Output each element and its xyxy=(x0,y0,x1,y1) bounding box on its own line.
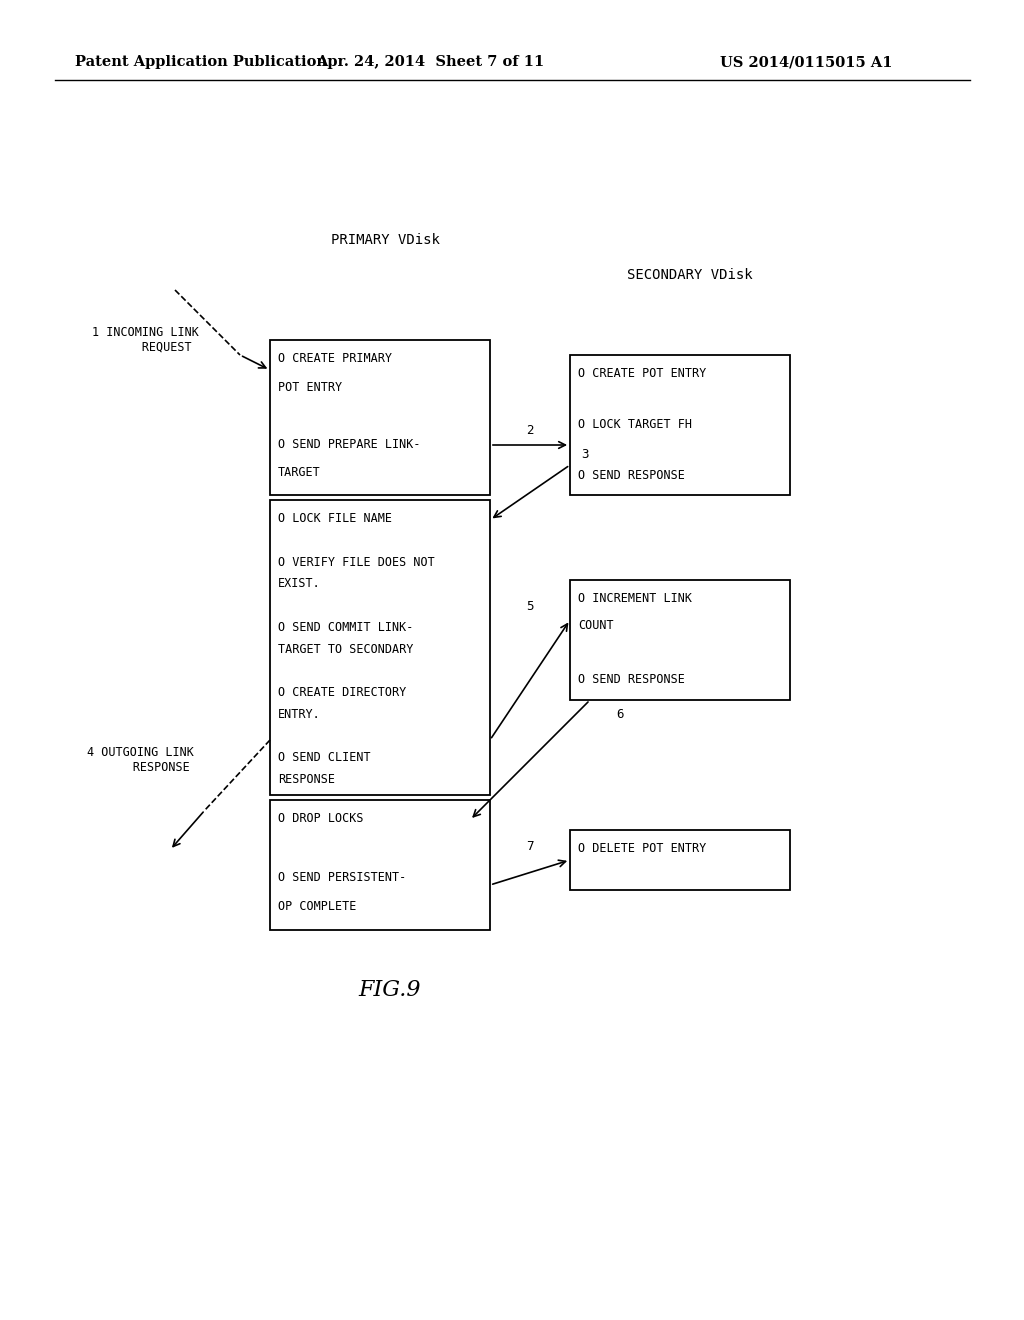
Text: O DROP LOCKS: O DROP LOCKS xyxy=(278,812,364,825)
Text: O CREATE DIRECTORY: O CREATE DIRECTORY xyxy=(278,686,407,700)
Text: EXIST.: EXIST. xyxy=(278,577,321,590)
Text: O LOCK FILE NAME: O LOCK FILE NAME xyxy=(278,512,392,525)
Text: FIG.9: FIG.9 xyxy=(358,979,421,1001)
Text: US 2014/0115015 A1: US 2014/0115015 A1 xyxy=(720,55,893,69)
Text: TARGET: TARGET xyxy=(278,466,321,479)
Text: PRIMARY VDisk: PRIMARY VDisk xyxy=(331,234,439,247)
Text: O SEND PERSISTENT-: O SEND PERSISTENT- xyxy=(278,871,407,884)
Text: O SEND PREPARE LINK-: O SEND PREPARE LINK- xyxy=(278,438,421,451)
Text: POT ENTRY: POT ENTRY xyxy=(278,380,342,393)
Text: COUNT: COUNT xyxy=(578,619,613,632)
Text: O VERIFY FILE DOES NOT: O VERIFY FILE DOES NOT xyxy=(278,556,435,569)
Text: O SEND CLIENT: O SEND CLIENT xyxy=(278,751,371,764)
Text: O SEND RESPONSE: O SEND RESPONSE xyxy=(578,673,685,686)
Bar xyxy=(570,355,790,495)
Text: RESPONSE: RESPONSE xyxy=(278,774,335,787)
Text: O LOCK TARGET FH: O LOCK TARGET FH xyxy=(578,418,692,432)
Text: TARGET TO SECONDARY: TARGET TO SECONDARY xyxy=(278,643,414,656)
Bar xyxy=(570,579,790,700)
Text: 3: 3 xyxy=(582,449,589,462)
Text: O SEND COMMIT LINK-: O SEND COMMIT LINK- xyxy=(278,620,414,634)
Text: 2: 2 xyxy=(526,425,534,437)
Bar xyxy=(570,830,790,890)
Text: OP COMPLETE: OP COMPLETE xyxy=(278,900,356,913)
Text: SECONDARY VDisk: SECONDARY VDisk xyxy=(627,268,753,282)
Bar xyxy=(270,800,490,931)
Text: Apr. 24, 2014  Sheet 7 of 11: Apr. 24, 2014 Sheet 7 of 11 xyxy=(315,55,544,69)
Text: O INCREMENT LINK: O INCREMENT LINK xyxy=(578,591,692,605)
Text: ENTRY.: ENTRY. xyxy=(278,708,321,721)
Text: 7: 7 xyxy=(526,840,534,853)
Text: O CREATE PRIMARY: O CREATE PRIMARY xyxy=(278,352,392,366)
Text: Patent Application Publication: Patent Application Publication xyxy=(75,55,327,69)
Text: O CREATE POT ENTRY: O CREATE POT ENTRY xyxy=(578,367,707,380)
Text: O DELETE POT ENTRY: O DELETE POT ENTRY xyxy=(578,842,707,855)
Bar xyxy=(270,500,490,795)
Text: 1 INCOMING LINK
      REQUEST: 1 INCOMING LINK REQUEST xyxy=(91,326,199,354)
Bar xyxy=(270,341,490,495)
Text: 5: 5 xyxy=(526,599,534,612)
Text: O SEND RESPONSE: O SEND RESPONSE xyxy=(578,470,685,482)
Text: 4 OUTGOING LINK
      RESPONSE: 4 OUTGOING LINK RESPONSE xyxy=(87,746,194,774)
Text: 6: 6 xyxy=(616,709,624,722)
